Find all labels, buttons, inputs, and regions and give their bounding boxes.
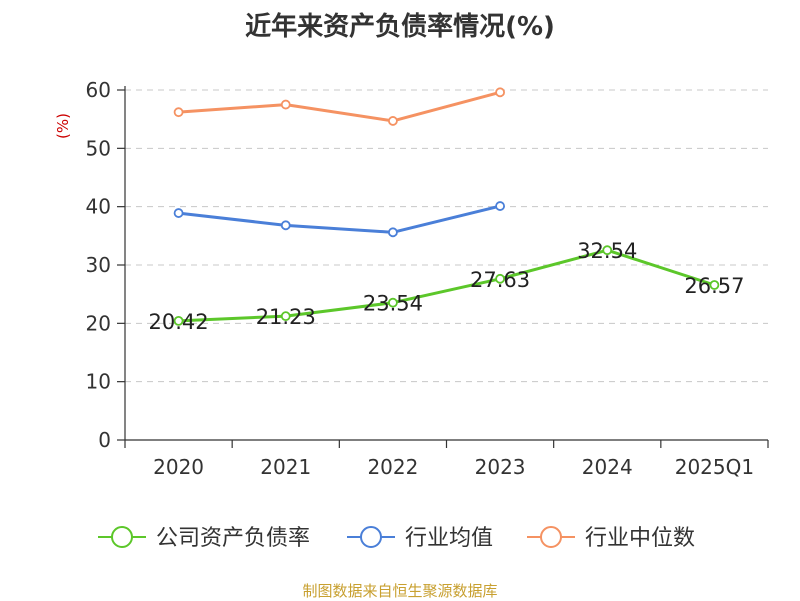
data-label: 20.42 <box>149 310 209 334</box>
data-point <box>495 87 505 98</box>
series-line <box>178 204 501 234</box>
data-label: 32.54 <box>577 239 637 263</box>
x-tick-label: 2020 <box>153 455 204 479</box>
x-tick-label: 2022 <box>367 455 418 479</box>
legend-label: 公司资产负债率 <box>156 526 310 551</box>
y-tick-label: 0 <box>98 428 111 452</box>
data-point <box>280 311 291 322</box>
data-label: 26.57 <box>684 274 744 298</box>
legend: 公司资产负债率 行业均值 行业中位数 <box>98 526 695 551</box>
data-point <box>388 116 398 126</box>
x-tick-label: 2021 <box>260 455 311 479</box>
legend-label: 行业中位数 <box>585 526 695 551</box>
grid-lines <box>125 89 768 383</box>
data-point <box>495 201 505 211</box>
data-point <box>388 297 398 308</box>
data-point <box>173 208 184 218</box>
series-line <box>178 90 501 123</box>
x-tick-label: 2025Q1 <box>675 455 754 479</box>
y-tick-label: 40 <box>86 195 111 219</box>
y-tick-label: 50 <box>86 136 111 160</box>
data-point <box>280 220 291 231</box>
x-tick-label: 2024 <box>582 455 633 479</box>
legend-marker <box>111 526 133 548</box>
legend-label: 行业均值 <box>405 526 493 551</box>
legend-marker <box>360 526 382 548</box>
data-point <box>280 99 291 110</box>
data-point <box>602 245 613 256</box>
data-label: 23.54 <box>363 292 423 316</box>
legend-marker <box>540 526 562 548</box>
data-point <box>173 107 184 118</box>
x-tick-label: 2023 <box>475 455 526 479</box>
y-axis-unit-label: (%) <box>54 113 72 139</box>
y-tick-label: 10 <box>86 370 111 394</box>
data-point <box>388 227 398 238</box>
source-note: 制图数据来自恒生聚源数据库 <box>302 582 498 600</box>
data-labels: 20.42 21.23 23.54 27.63 32.54 26.57 <box>149 239 745 334</box>
y-tick-label: 20 <box>86 311 111 335</box>
data-point <box>173 315 184 326</box>
data-point <box>709 280 720 290</box>
series-lines <box>173 87 720 326</box>
data-label: 27.63 <box>470 268 530 292</box>
chart-title: 近年来资产负债率情况(%) <box>245 12 555 42</box>
data-label: 21.23 <box>256 305 316 329</box>
y-tick-label: 30 <box>86 253 111 277</box>
axes: 0 10 20 30 40 50 60 2020 2021 2022 2023 2024 2025Q1 <box>86 78 769 479</box>
data-point <box>495 273 505 284</box>
series-line <box>178 248 715 323</box>
y-tick-label: 60 <box>86 78 111 102</box>
